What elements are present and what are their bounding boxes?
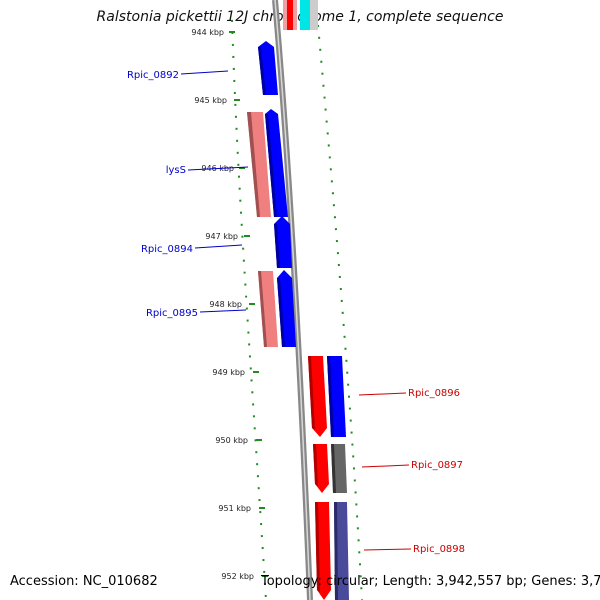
chromosome-backbone-highlight	[274, 0, 311, 600]
kbp-ticks	[229, 31, 268, 577]
label-lysS[interactable]: lysS	[166, 165, 186, 176]
kbp-label-952: 952 kbp	[221, 572, 254, 581]
gene-rpic-0892-shade	[258, 47, 266, 95]
leader-rpic-0892	[180, 70, 229, 75]
gene-rpic-0895-shade	[277, 278, 285, 347]
gene-top-partial-cyan[interactable]	[300, 0, 310, 30]
gene-pink-reverse-1-shade	[247, 112, 260, 217]
kbp-label-945: 945 kbp	[194, 96, 227, 105]
leader-rpic-0896	[358, 392, 407, 396]
gene-rpic-0897-shade	[313, 444, 318, 486]
gene-grey-0897-partner-shade	[331, 444, 336, 493]
kbp-label-950: 950 kbp	[215, 436, 248, 445]
leader-rpic-0898	[363, 548, 412, 551]
kbp-label-947: 947 kbp	[205, 232, 238, 241]
gene-blue-0896-partner-shade	[327, 356, 334, 437]
kbp-label-949: 949 kbp	[212, 368, 245, 377]
gene-top-partial-grey[interactable]	[310, 0, 318, 30]
leader-lysS	[187, 166, 249, 171]
gene-rpic-0896-shade	[308, 356, 315, 430]
label-rpic-0895[interactable]: Rpic_0895	[146, 308, 198, 319]
leader-rpic-0894	[194, 244, 243, 249]
outer-dotted-track	[317, 24, 363, 600]
gene-rpic-0898-shade	[315, 502, 320, 592]
label-rpic-0897[interactable]: Rpic_0897	[411, 460, 463, 471]
gene-slate-0898-partner-shade	[334, 502, 338, 600]
label-rpic-0898[interactable]: Rpic_0898	[413, 544, 465, 555]
label-rpic-0892[interactable]: Rpic_0892	[127, 70, 179, 81]
gene-pink-reverse-2-shade	[258, 271, 267, 347]
gene-top-partial-red[interactable]	[287, 0, 293, 30]
kbp-label-948: 948 kbp	[209, 300, 242, 309]
leader-rpic-0897	[361, 464, 410, 468]
accession-text: Accession: NC_010682	[10, 574, 158, 589]
label-rpic-0896[interactable]: Rpic_0896	[408, 388, 460, 399]
gene-lysS[interactable]	[265, 109, 288, 217]
kbp-label-951: 951 kbp	[218, 504, 251, 513]
gene-rpic-0894-shade	[274, 224, 280, 268]
gene-lysS-shade	[265, 114, 277, 217]
leader-rpic-0895	[199, 309, 247, 313]
kbp-label-944: 944 kbp	[191, 28, 224, 37]
topology-text: Topology: circular; Length: 3,942,557 bp…	[261, 574, 600, 589]
label-rpic-0894[interactable]: Rpic_0894	[141, 244, 193, 255]
